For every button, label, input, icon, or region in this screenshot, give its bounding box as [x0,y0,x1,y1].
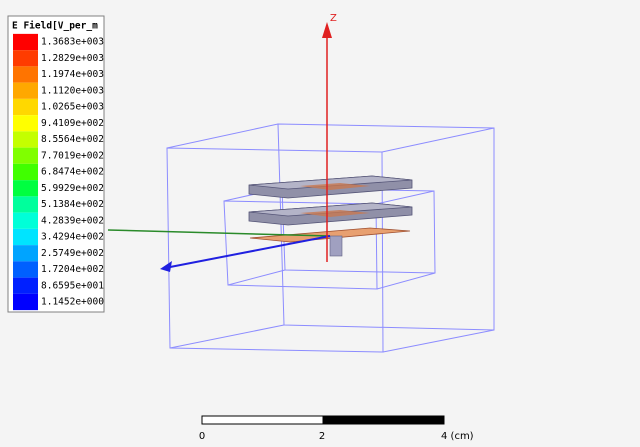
legend-label: 8.6595e+001 [41,280,104,291]
color-swatch [13,229,38,245]
legend-label: 8.5564e+002 [41,134,104,145]
legend-label: 3.4294e+002 [41,232,104,243]
color-swatch [13,99,38,115]
scale-label: 4 (cm) [441,431,474,442]
scale-label: 2 [319,431,325,442]
color-swatch [13,115,38,131]
legend-label: 1.0265e+003 [41,102,104,113]
legend-label: 1.1120e+003 [41,85,104,96]
legend-label: 5.9929e+002 [41,183,104,194]
field-plot-view: Z E Field[V_per_m 1.3683e+003 1.2829e+003… [0,0,640,443]
color-swatch [13,50,38,66]
scale-bar-white [202,416,323,424]
color-swatch [13,180,38,196]
color-swatch [13,83,38,99]
legend-label: 5.1384e+002 [41,199,104,210]
color-swatch [13,213,38,229]
color-swatch [13,261,38,277]
legend-label: 1.1974e+003 [41,69,104,80]
legend-label: 9.4109e+002 [41,118,104,129]
legend: E Field[V_per_m 1.3683e+003 1.2829e+003 1.… [8,16,104,312]
color-swatch [13,131,38,147]
legend-label: 6.8474e+002 [41,167,104,178]
color-swatch [13,278,38,294]
scale-label: 0 [199,431,205,442]
scale-bar-black [323,416,444,424]
color-swatch [13,245,38,261]
color-swatch [13,34,38,50]
z-axis-label: Z [330,13,337,24]
legend-title: E Field[V_per_m [12,21,98,32]
color-swatch [13,164,38,180]
legend-label: 7.7019e+002 [41,150,104,161]
legend-label: 2.5749e+002 [41,248,104,259]
legend-label: 1.2829e+003 [41,53,104,64]
color-swatch [13,66,38,82]
legend-label: 1.1452e+000 [41,297,104,308]
legend-label: 1.3683e+003 [41,37,104,48]
legend-label: 1.7204e+002 [41,264,104,275]
color-swatch [13,294,38,310]
color-swatch [13,148,38,164]
color-swatch [13,196,38,212]
legend-label: 4.2839e+002 [41,215,104,226]
